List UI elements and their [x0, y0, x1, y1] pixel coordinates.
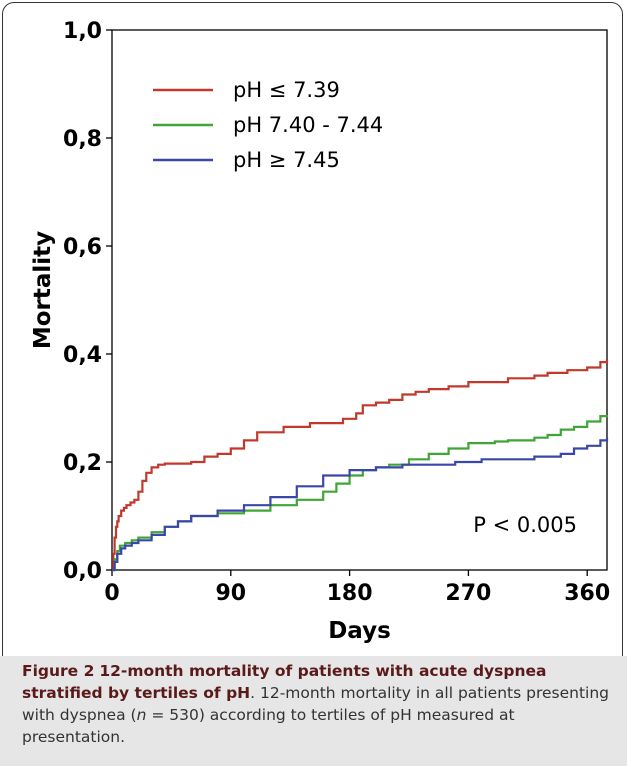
- chart-canvas: 0,0 0,2 0,4 0,6 0,8 1,0 0 90 180 270 360 pH ≤ 7.39…: [30, 19, 610, 644]
- figure-title: 12-month mortality of patients with acut…: [22, 662, 547, 702]
- figure-label: Figure 2: [22, 662, 95, 680]
- series-line-3: [112, 437, 609, 572]
- series-line-2: [112, 415, 609, 572]
- x-tick-label: 360: [564, 581, 610, 606]
- caption-n-symbol: n: [136, 706, 147, 724]
- y-tick-label: 0,4: [63, 343, 102, 368]
- figure-caption: Figure 2 12-month mortality of patients …: [22, 660, 612, 748]
- p-value-annotation: P < 0.005: [473, 513, 577, 537]
- caption-background: [0, 656, 627, 766]
- y-tick-label: 0,0: [63, 559, 102, 584]
- legend-label-2: pH 7.40 - 7.44: [233, 113, 383, 137]
- caption-text-2: = 530) according to tertiles of pH measu…: [22, 706, 515, 746]
- y-tick-label: 0,8: [63, 127, 102, 152]
- y-tick-label: 0,2: [63, 451, 102, 476]
- x-tick-label: 270: [445, 581, 491, 606]
- y-tick-label: 0,6: [63, 235, 102, 260]
- x-tick-label: 180: [327, 581, 373, 606]
- series-line-1: [112, 359, 609, 572]
- legend-label-3: pH ≥ 7.45: [233, 148, 340, 172]
- y-tick-label: 1,0: [63, 19, 102, 44]
- caption-text-1: . 12-month mortality in all patients pre…: [22, 684, 610, 724]
- legend-label-1: pH ≤ 7.39: [233, 78, 340, 102]
- x-axis-title: Days: [328, 618, 391, 644]
- x-tick-label: 90: [215, 581, 246, 606]
- x-tick-label: 0: [104, 581, 119, 606]
- y-axis-title: Mortality: [30, 231, 56, 349]
- plot-area-frame: [111, 29, 608, 571]
